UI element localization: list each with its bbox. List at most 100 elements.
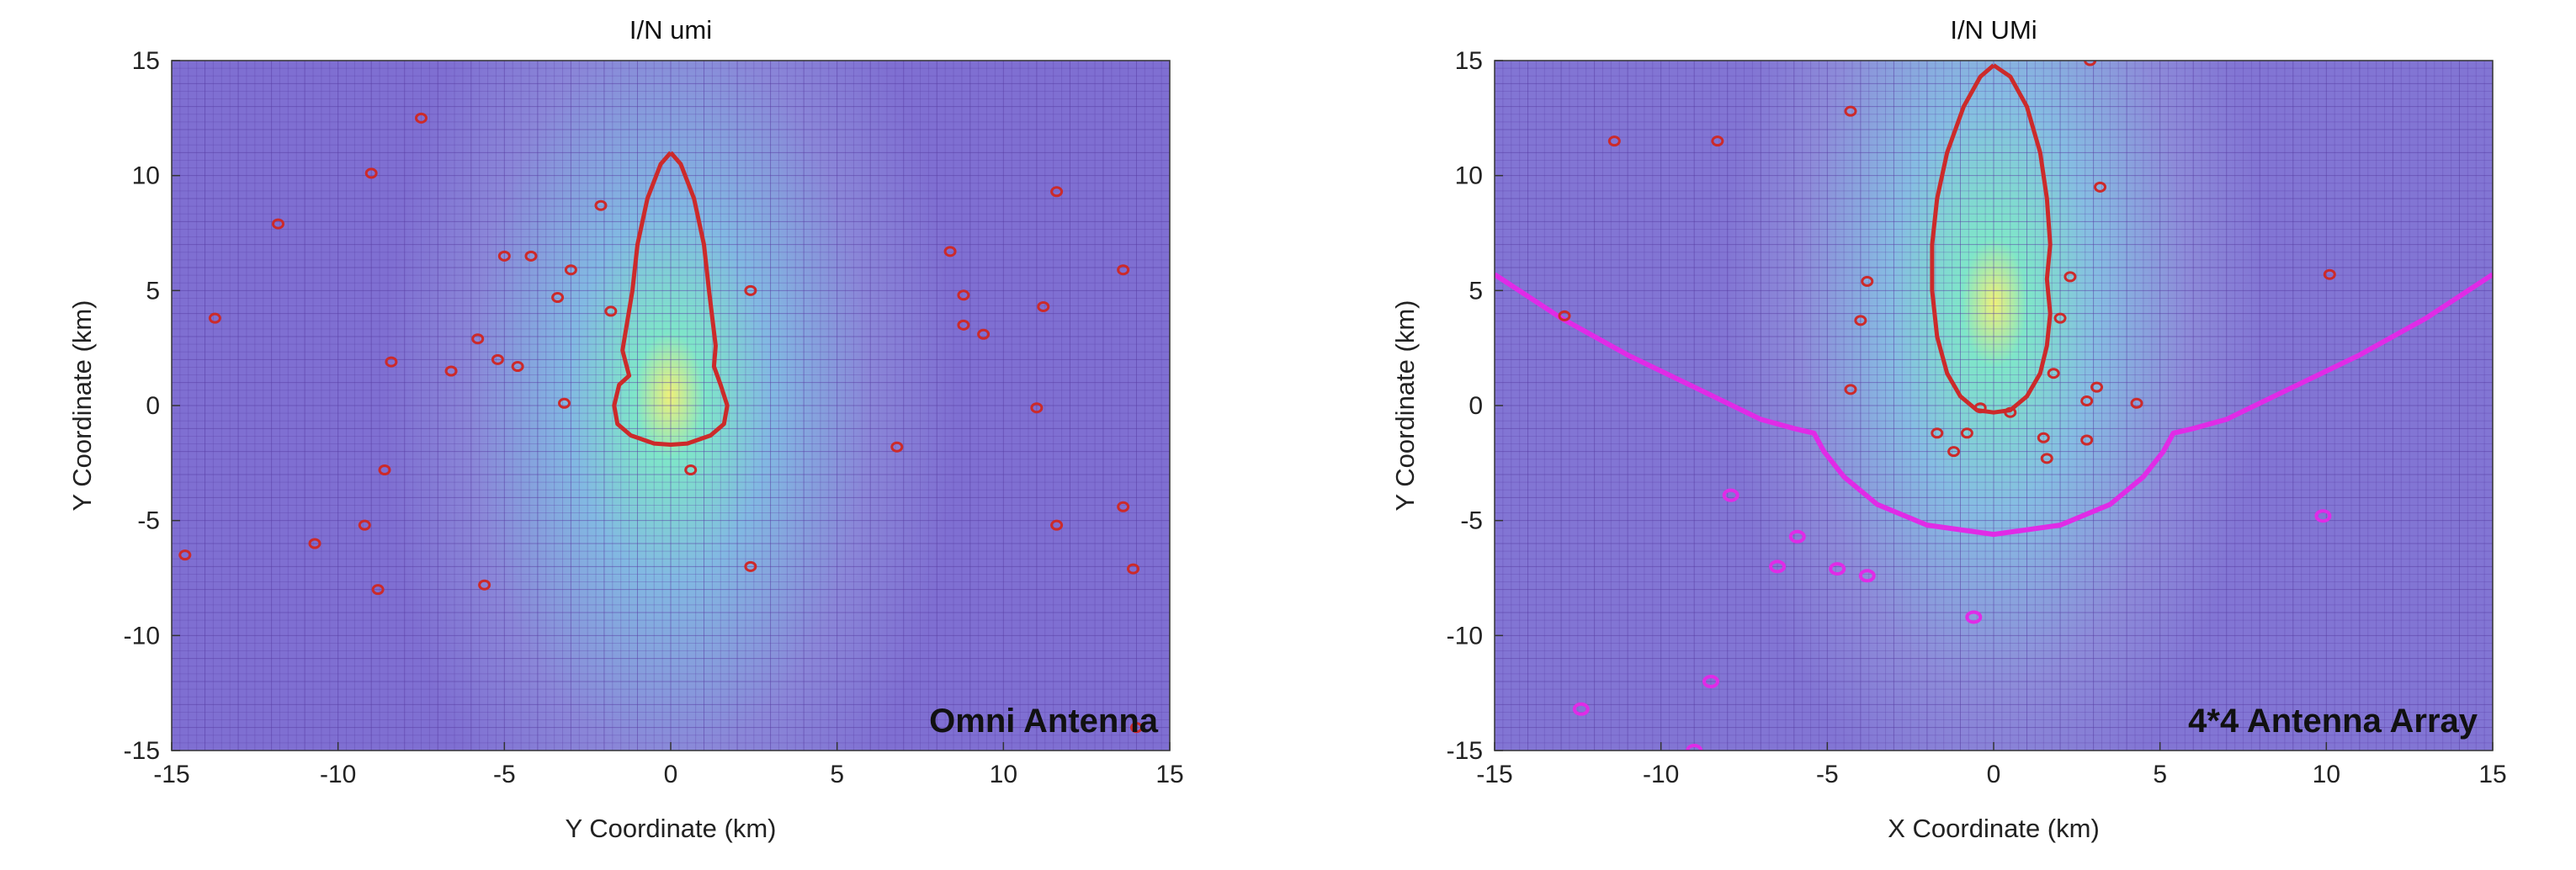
red-contour-island	[1607, 135, 1621, 147]
magenta-contour-island	[1788, 529, 1806, 544]
y-tick-label: 15	[1455, 47, 1483, 75]
y-tick-label: 5	[146, 277, 160, 305]
red-contour-island	[2063, 271, 2077, 283]
red-contour-island	[2047, 368, 2060, 379]
red-contour-island	[2323, 268, 2336, 280]
x-tick-label: -15	[153, 761, 189, 788]
y-tick-label: -10	[1447, 622, 1483, 650]
contours-2	[1495, 61, 2493, 751]
x-axis-label-1: Y Coordinate (km)	[566, 814, 777, 843]
y-tick-label: -15	[124, 737, 160, 765]
red-contour-island	[2080, 395, 2094, 407]
y-tick-label: 15	[132, 47, 160, 75]
red-contour-island	[308, 538, 321, 549]
red-contour-island	[977, 328, 991, 340]
y-tick-label: 10	[132, 162, 160, 190]
red-contour-island	[378, 464, 391, 476]
magenta-contour-island	[1702, 675, 1719, 688]
red-contour-island	[2130, 397, 2143, 409]
red-contour-island	[2004, 406, 2017, 418]
x-axis-label-2: X Coordinate (km)	[1888, 814, 2100, 843]
heatmap-grid-1	[172, 61, 1170, 751]
red-contour-island	[1861, 275, 1874, 287]
red-contour-island	[957, 319, 970, 331]
magenta-contour-island	[1829, 562, 1846, 576]
magenta-contour-island	[1572, 702, 1590, 716]
y-axis-label-2: Y Coordinate (km)	[1390, 300, 1420, 512]
y-tick-label: 0	[146, 392, 160, 420]
magenta-contour-island	[1686, 744, 1703, 751]
magenta-boundary-contour	[1495, 272, 2493, 538]
magenta-contour-island	[1722, 488, 1739, 502]
red-contour-island	[890, 441, 904, 453]
red-contour-island	[1117, 264, 1130, 276]
red-contour-island	[1127, 563, 1140, 575]
red-contour-island	[1973, 402, 1987, 414]
red-contour-island	[957, 289, 970, 301]
x-tick-label: 15	[2478, 761, 2506, 788]
x-ticks-1: -15 -10 -5 0 5 10 15	[153, 742, 1184, 788]
y-tick-label: -5	[137, 507, 160, 535]
red-contour-island	[1844, 384, 1857, 395]
y-ticks-1: -15 -10 -5 0 5 10 15	[124, 47, 180, 765]
red-contour-island	[415, 112, 428, 124]
x-ticks-2: -15 -10 -5 0 5 10 15	[1476, 742, 2507, 788]
y-tick-label: 0	[1469, 392, 1483, 420]
red-contour-island	[1960, 427, 1973, 439]
x-tick-label: -5	[1816, 761, 1839, 788]
red-contour-island	[1037, 300, 1050, 312]
x-tick-label: 10	[2313, 761, 2340, 788]
y-tick-label: 5	[1469, 277, 1483, 305]
red-contour-island	[1854, 315, 1867, 326]
red-contour-island	[364, 167, 378, 179]
magenta-contour-island	[1769, 560, 1787, 574]
red-contour-island	[943, 246, 957, 257]
red-contour-island	[371, 584, 385, 596]
red-main-contour	[612, 151, 730, 447]
red-contour-island	[497, 250, 511, 262]
x-tick-label: -15	[1476, 761, 1512, 788]
red-contour-island	[2037, 432, 2050, 443]
chart-title-1: I/N umi	[629, 15, 712, 45]
heatmap-grid-2	[1495, 61, 2493, 751]
red-contour-island	[2080, 434, 2094, 446]
x-tick-label: -5	[493, 761, 516, 788]
red-contour-island	[744, 560, 757, 572]
red-contour-island	[2094, 181, 2107, 193]
x-tick-label: 10	[990, 761, 1017, 788]
red-contour-island	[1931, 427, 1944, 439]
panel-2: I/N UMi -15 -10 -5 0 5 10 15 -15 -10 -5 0 5 10 15 X …	[1390, 15, 2507, 843]
x-tick-label: 15	[1155, 761, 1183, 788]
red-contour-island	[471, 333, 485, 345]
y-ticks-2: -15 -10 -5 0 5 10 15	[1447, 47, 1503, 765]
magenta-contour-island	[2314, 509, 2332, 523]
chart-title-2: I/N UMi	[1950, 15, 2037, 45]
x-tick-label: 0	[664, 761, 678, 788]
red-contour-island	[208, 312, 221, 324]
red-contour-island	[444, 365, 458, 377]
contours-1	[178, 112, 1143, 734]
panel-1: I/N umi -15 -10 -5 0 5 10 15 -15 -10 -5 0 5 10 15 Y …	[67, 15, 1184, 843]
y-tick-label: 10	[1455, 162, 1483, 190]
red-contour-island	[744, 284, 757, 296]
red-contour-island	[1129, 722, 1143, 734]
y-axis-label-1: Y Coordinate (km)	[67, 300, 97, 512]
x-tick-label: -10	[320, 761, 356, 788]
red-contour-island	[604, 305, 618, 317]
red-contour-island	[2084, 61, 2097, 66]
magenta-contour-island	[1858, 569, 1876, 583]
red-contour-island	[358, 519, 371, 531]
y-tick-label: -15	[1447, 737, 1483, 765]
annotation-omni-antenna: Omni Antenna	[929, 703, 1159, 740]
red-contour-island	[272, 218, 285, 230]
x-tick-label: 5	[2153, 761, 2167, 788]
red-contour-island	[1947, 446, 1961, 458]
magenta-contour-island	[1965, 610, 1983, 624]
red-contour-island	[564, 264, 577, 276]
red-contour-island	[1050, 519, 1064, 531]
red-contour-island	[1844, 105, 1857, 117]
red-contour-island	[478, 579, 491, 591]
annotation-antenna-array: 4*4 Antenna Array	[2188, 703, 2478, 740]
x-tick-label: 0	[1987, 761, 2001, 788]
